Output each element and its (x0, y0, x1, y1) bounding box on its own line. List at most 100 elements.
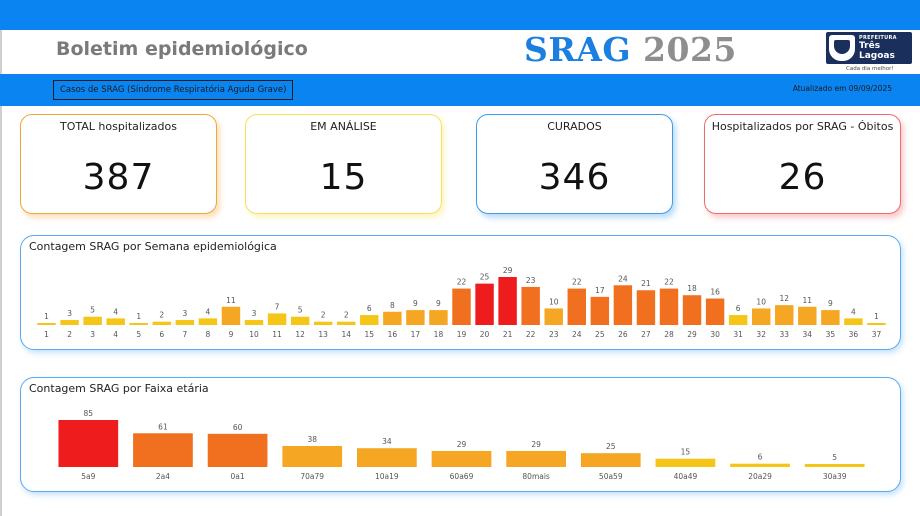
bar[interactable] (267, 313, 287, 325)
bar-value-label: 9 (436, 299, 441, 308)
age-bar-chart: 85 5a9 61 2a4 60 0a1 38 70a79 34 10a19 29 60a69 29 80… (58, 409, 865, 481)
bar-value-label: 22 (664, 278, 674, 287)
logo-tagline: Cada dia melhor! (846, 66, 894, 72)
bar[interactable] (844, 318, 863, 325)
bar[interactable] (506, 450, 566, 467)
bar[interactable] (636, 290, 656, 325)
bar-category-label: 2 (67, 330, 72, 339)
bar[interactable] (406, 310, 425, 325)
chart-panel-faixa-etaria: Contagem SRAG por Faixa etária 85 5a9 61 2a… (20, 377, 901, 492)
bar-value-label: 3 (182, 309, 187, 318)
bar[interactable] (106, 318, 125, 325)
bar-category-label: 60a69 (450, 472, 474, 481)
bar-value-label: 2 (321, 311, 326, 320)
bar-category-label: 13 (318, 330, 328, 339)
bar-category-label: 1 (44, 330, 49, 339)
bar-value-label: 6 (367, 304, 372, 313)
chart-title: Contagem SRAG por Semana epidemiológica (29, 240, 277, 253)
bar[interactable] (152, 321, 172, 325)
bar-value-label: 3 (67, 309, 72, 318)
bar-category-label: 15 (365, 330, 375, 339)
bar-value-label: 17 (595, 286, 605, 295)
title-row: Boletim epidemiológico SRAG 2025 PREFEIT… (0, 30, 920, 74)
bar[interactable] (751, 308, 771, 325)
bar[interactable] (682, 295, 702, 325)
bar-category-label: 14 (341, 330, 351, 339)
bar-category-label: 30 (710, 330, 720, 339)
bar[interactable] (282, 445, 343, 467)
bar[interactable] (83, 316, 102, 325)
bar[interactable] (360, 315, 379, 325)
bar[interactable] (659, 288, 679, 325)
bar[interactable] (498, 277, 517, 325)
bar[interactable] (728, 315, 748, 325)
bar-value-label: 3 (252, 309, 257, 318)
bar[interactable] (58, 420, 119, 467)
kpi-label: EM ANÁLISE (310, 120, 377, 133)
chart-panel-semana: Contagem SRAG por Semana epidemiológica … (20, 235, 901, 350)
bar[interactable] (337, 321, 356, 325)
bar-value-label: 5 (90, 306, 95, 315)
bar[interactable] (357, 448, 417, 467)
bar-category-label: 35 (826, 330, 836, 339)
bar[interactable] (129, 323, 148, 325)
bar[interactable] (775, 305, 794, 325)
bar[interactable] (867, 323, 886, 325)
bar[interactable] (475, 283, 494, 325)
bar-category-label: 3 (90, 330, 95, 339)
bar-category-label: 12 (295, 330, 305, 339)
bar[interactable] (244, 320, 264, 325)
bar[interactable] (821, 310, 840, 325)
bar-value-label: 8 (390, 301, 395, 310)
bar[interactable] (198, 318, 218, 325)
bar-category-label: 5 (136, 330, 141, 339)
bar[interactable] (60, 320, 79, 325)
bar-category-label: 32 (756, 330, 766, 339)
bar[interactable] (544, 308, 563, 325)
bar[interactable] (431, 450, 492, 467)
bar[interactable] (655, 458, 716, 467)
bar[interactable] (383, 311, 402, 325)
bar-value-label: 29 (503, 266, 513, 275)
bar[interactable] (613, 285, 633, 325)
bar[interactable] (798, 306, 817, 325)
bar[interactable] (133, 433, 193, 467)
bar-value-label: 25 (606, 442, 616, 451)
kpi-card-total: TOTAL hospitalizados 387 (20, 114, 217, 214)
bar-category-label: 5a9 (81, 472, 95, 481)
updated-date: Atualizado em 09/09/2025 (792, 84, 892, 93)
bar[interactable] (429, 310, 448, 325)
bar-value-label: 11 (803, 296, 813, 305)
bar[interactable] (730, 463, 790, 467)
bar[interactable] (290, 316, 310, 325)
bar-value-label: 5 (832, 453, 837, 462)
page-title: Boletim epidemiológico (56, 38, 308, 60)
bar-value-label: 29 (531, 440, 541, 449)
bar-category-label: 40a49 (674, 472, 698, 481)
bar-category-label: 4 (113, 330, 118, 339)
bar[interactable] (313, 321, 333, 325)
bar-category-label: 23 (549, 330, 559, 339)
bar[interactable] (567, 288, 586, 325)
bar[interactable] (590, 296, 610, 325)
bar[interactable] (521, 286, 540, 325)
logo-small-text: PREFEITURA (859, 35, 897, 41)
kpi-card-obitos: Hospitalizados por SRAG - Óbitos 26 (704, 114, 901, 214)
bar[interactable] (705, 298, 725, 325)
bar-category-label: 16 (388, 330, 398, 339)
bar[interactable] (175, 320, 195, 325)
bar-value-label: 5 (298, 306, 303, 315)
bar[interactable] (37, 323, 56, 325)
bar-category-label: 26 (618, 330, 628, 339)
bar[interactable] (580, 453, 641, 467)
bar-category-label: 37 (872, 330, 882, 339)
bar-value-label: 4 (113, 307, 118, 316)
bar-category-label: 29 (687, 330, 697, 339)
bar[interactable] (804, 464, 865, 467)
kpi-card-em-analise: EM ANÁLISE 15 (245, 114, 442, 214)
bar-value-label: 10 (756, 297, 766, 306)
bar[interactable] (452, 288, 471, 325)
bar[interactable] (221, 306, 241, 325)
bar[interactable] (207, 433, 268, 467)
bar-value-label: 2 (159, 311, 164, 320)
